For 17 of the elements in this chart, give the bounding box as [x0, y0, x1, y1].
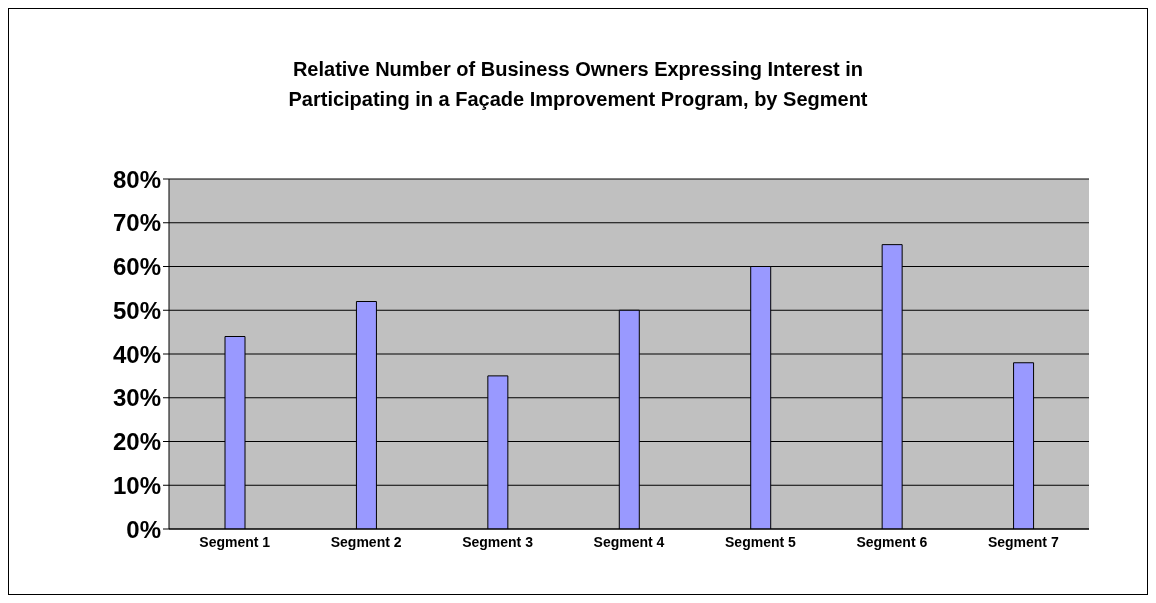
x-tick-label: Segment 5 [725, 533, 797, 550]
y-tick-label: 10% [112, 471, 161, 499]
y-tick-label: 40% [112, 340, 161, 368]
x-tick-label: Segment 7 [987, 533, 1059, 550]
y-tick-label: 0% [126, 515, 161, 543]
x-tick-label: Segment 3 [462, 533, 534, 550]
chart-title: Relative Number of Business Owners Expressing Interest in Participating in a Façade Improvement Program, by Segment [287, 57, 869, 112]
y-tick-label: 60% [112, 253, 161, 281]
x-tick-label: Segment 6 [856, 533, 928, 550]
y-tick-label: 30% [112, 384, 161, 412]
y-tick-label: 70% [112, 209, 161, 237]
y-tick-label: 80% [112, 165, 161, 193]
x-tick-label: Segment 4 [593, 533, 665, 550]
y-tick-label: 20% [112, 428, 161, 456]
y-tick-label: 50% [112, 296, 161, 324]
x-tick-label: Segment 2 [330, 533, 402, 550]
x-tick-label: Segment 1 [199, 533, 271, 550]
